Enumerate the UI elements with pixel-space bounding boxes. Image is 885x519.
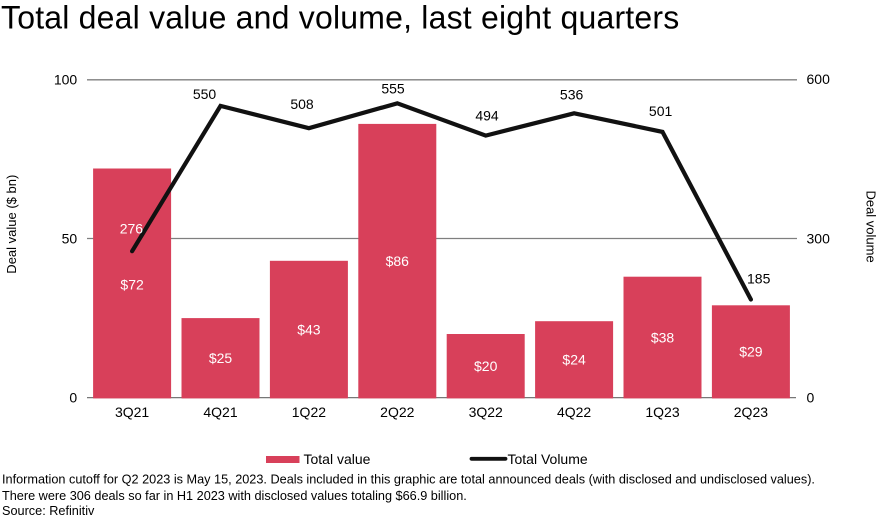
svg-text:$20: $20 [474,358,498,374]
svg-text:$86: $86 [386,253,410,269]
svg-text:100: 100 [54,71,78,87]
svg-text:$43: $43 [297,321,321,337]
svg-text:494: 494 [475,108,499,124]
svg-text:$29: $29 [739,344,763,360]
svg-text:536: 536 [560,87,584,103]
svg-text:276: 276 [120,221,144,237]
svg-text:0: 0 [807,390,815,406]
svg-text:508: 508 [290,96,314,112]
svg-text:600: 600 [807,71,831,87]
svg-text:Total deal value and volume, l: Total deal value and volume, last eight … [1,0,679,36]
svg-text:2Q23: 2Q23 [734,404,768,420]
svg-text:$38: $38 [651,329,675,345]
svg-text:4Q22: 4Q22 [557,404,591,420]
svg-text:2Q22: 2Q22 [380,404,414,420]
svg-text:Deal value ($ bn): Deal value ($ bn) [4,175,19,274]
svg-text:$25: $25 [209,350,233,366]
svg-text:Source: Refinitiv: Source: Refinitiv [2,504,95,518]
svg-text:4Q21: 4Q21 [203,404,237,420]
svg-text:Information cutoff for Q2 2023: Information cutoff for Q2 2023 is May 15… [2,472,815,486]
svg-text:550: 550 [193,86,217,102]
svg-text:1Q23: 1Q23 [645,404,679,420]
svg-text:50: 50 [62,231,78,247]
svg-text:300: 300 [807,231,831,247]
svg-text:185: 185 [747,270,771,286]
svg-text:$72: $72 [120,276,144,292]
svg-text:Total value: Total value [304,451,371,467]
svg-text:3Q21: 3Q21 [115,404,149,420]
svg-text:There were 306 deals so far in: There were 306 deals so far in H1 2023 w… [2,489,467,503]
svg-text:Deal volume: Deal volume [864,190,879,262]
svg-text:Total Volume: Total Volume [508,451,588,467]
svg-text:501: 501 [649,103,673,119]
svg-text:1Q22: 1Q22 [292,404,326,420]
svg-text:0: 0 [69,390,77,406]
svg-text:555: 555 [381,80,405,96]
svg-text:3Q22: 3Q22 [469,404,503,420]
svg-text:$24: $24 [562,352,586,368]
